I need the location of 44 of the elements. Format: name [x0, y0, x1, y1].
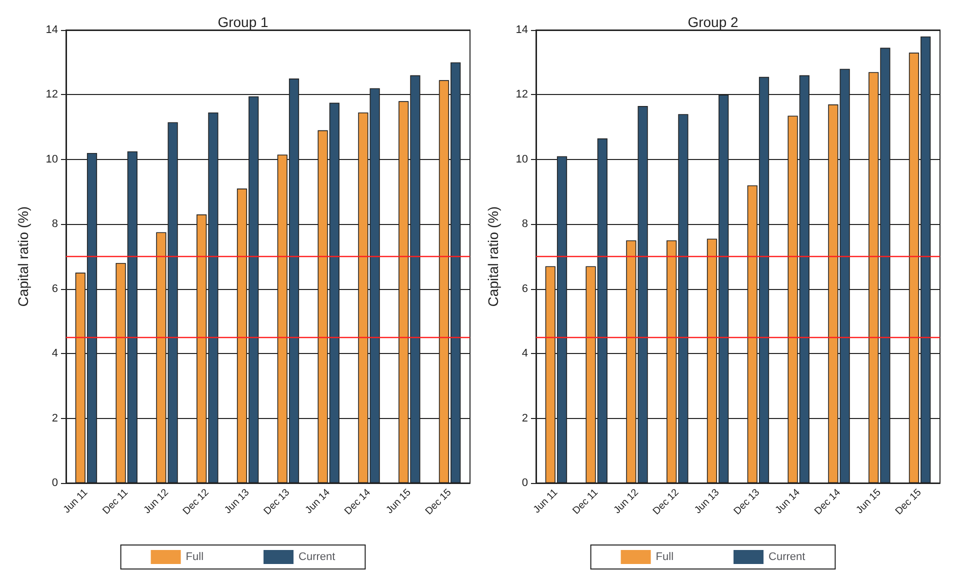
legend-label: Current	[298, 551, 336, 563]
x-tick-label: Dec 11	[100, 486, 131, 517]
x-tick-label: Dec 12	[651, 486, 682, 518]
y-tick-label: 8	[522, 218, 528, 230]
x-tick-label: Jun 13	[222, 486, 252, 516]
y-tick-label: 14	[46, 24, 58, 36]
x-tick-label: Dec 11	[570, 486, 601, 517]
x-tick-label: Dec 14	[812, 486, 844, 518]
x-tick-label: Dec 13	[262, 486, 292, 518]
y-tick-label: 10	[516, 153, 528, 166]
chart-title: Group 2	[688, 14, 739, 30]
x-tick-label: Jun 12	[612, 486, 642, 516]
x-tick-label: Jun 15	[384, 486, 414, 516]
y-axis-title: Capital ratio (%)	[15, 206, 31, 307]
y-axis-title: Capital ratio (%)	[485, 206, 501, 307]
chart-title: Group 1	[218, 14, 269, 30]
y-tick-label: 0	[52, 477, 58, 489]
y-tick-label: 6	[522, 282, 528, 295]
y-tick-label: 10	[46, 153, 58, 166]
y-tick-label: 2	[522, 412, 528, 424]
x-tick-label: Dec 15	[894, 486, 924, 518]
y-tick-label: 2	[52, 412, 58, 424]
y-tick-label: 8	[52, 218, 58, 230]
y-tick-label: 4	[522, 348, 528, 360]
y-tick-label: 0	[522, 477, 528, 489]
legend-label: Current	[768, 551, 806, 563]
x-tick-label: Dec 14	[342, 486, 374, 518]
x-tick-label: Jun 14	[304, 486, 333, 516]
y-tick-label: 14	[516, 24, 528, 36]
x-tick-label: Jun 14	[774, 486, 803, 516]
x-tick-label: Jun 12	[142, 486, 172, 516]
legend-label: Full	[656, 551, 674, 563]
x-tick-label: Dec 12	[181, 486, 212, 518]
y-tick-label: 4	[52, 348, 58, 360]
y-tick-label: 6	[52, 282, 58, 295]
x-tick-label: Jun 11	[532, 486, 560, 516]
y-tick-label: 12	[46, 88, 58, 101]
x-tick-label: Jun 15	[854, 486, 884, 516]
x-tick-label: Dec 15	[424, 486, 454, 518]
x-tick-label: Dec 13	[732, 486, 762, 518]
x-tick-label: Jun 13	[692, 486, 722, 516]
legend-label: Full	[186, 551, 204, 563]
x-tick-label: Jun 11	[62, 486, 90, 516]
y-tick-label: 12	[516, 88, 528, 101]
